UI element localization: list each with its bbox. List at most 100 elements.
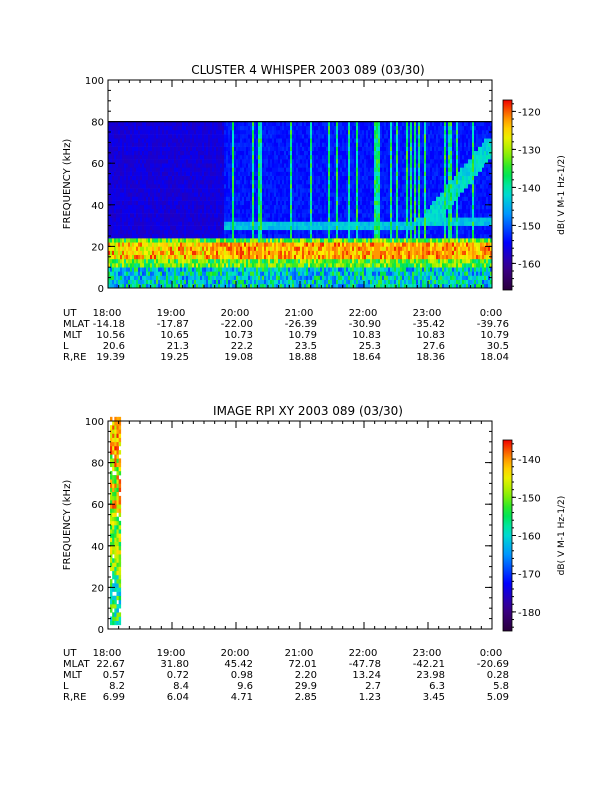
spectrogram-cell bbox=[130, 254, 133, 260]
spectrogram-cell bbox=[134, 175, 137, 181]
spectrogram-cell bbox=[192, 246, 195, 251]
spectrogram-cell bbox=[176, 167, 179, 172]
spectrogram-cell bbox=[212, 263, 215, 268]
spectrogram-cell bbox=[118, 263, 121, 268]
spectrogram-cell bbox=[280, 204, 283, 210]
spectrogram-cell bbox=[244, 150, 247, 156]
spectrogram-cell bbox=[222, 184, 225, 189]
spectrogram-cell bbox=[226, 150, 229, 156]
spectrogram-cell bbox=[348, 200, 351, 206]
spectrogram-cell bbox=[354, 254, 357, 260]
spectrogram-cell bbox=[196, 179, 199, 185]
spectrogram-cell bbox=[284, 134, 287, 139]
spectrogram-cell bbox=[274, 275, 277, 280]
spectrogram-cell bbox=[316, 167, 319, 172]
spectrogram-cell bbox=[224, 154, 227, 160]
spectrogram bbox=[108, 120, 493, 289]
spectrogram-cell bbox=[122, 208, 125, 214]
spectrogram-cell bbox=[264, 171, 267, 176]
spectrogram-cell bbox=[166, 184, 169, 189]
spectrogram-cell bbox=[190, 171, 193, 176]
spectrogram-cell bbox=[322, 159, 325, 164]
spectrogram-cell bbox=[184, 225, 187, 231]
spectrogram-cell bbox=[242, 267, 245, 272]
spectrogram-cell bbox=[180, 267, 183, 272]
spectrogram-cell bbox=[216, 225, 219, 231]
spectrogram-cell bbox=[240, 154, 243, 160]
spectrogram-cell bbox=[110, 125, 113, 131]
spectrogram-cell bbox=[236, 154, 239, 160]
spectrogram-cell bbox=[164, 138, 167, 143]
spectrogram-cell bbox=[116, 121, 119, 127]
spectrogram-cell bbox=[108, 134, 111, 139]
spectrogram-cell bbox=[204, 283, 207, 289]
spectrogram-cell bbox=[196, 138, 199, 143]
spectrogram-cell bbox=[238, 242, 241, 247]
spectrogram-cell bbox=[232, 121, 235, 127]
spectrogram-cell bbox=[188, 138, 191, 143]
spectrogram-cell bbox=[284, 271, 287, 276]
spectrogram-cell bbox=[252, 271, 255, 276]
spectrogram-cell bbox=[304, 200, 307, 206]
spectrogram-cell bbox=[140, 267, 143, 272]
spectrogram-cell bbox=[338, 208, 341, 214]
spectrogram-cell bbox=[212, 142, 215, 147]
spectrogram-cell bbox=[152, 159, 155, 164]
spectrogram-cell bbox=[290, 233, 293, 239]
spectrogram-cell bbox=[192, 208, 195, 214]
spectrogram-cell bbox=[298, 233, 301, 239]
spectrogram-cell bbox=[152, 175, 155, 181]
spectrogram-cell bbox=[204, 129, 207, 135]
spectrogram-cell bbox=[188, 275, 191, 280]
spectrogram-cell bbox=[140, 242, 143, 247]
spectrogram-cell bbox=[240, 283, 243, 289]
spectrogram-cell bbox=[148, 179, 151, 185]
spectrogram-cell bbox=[274, 279, 277, 285]
spectrogram-cell bbox=[150, 192, 153, 197]
spectrogram-cell bbox=[228, 225, 231, 231]
spectrogram-cell bbox=[186, 146, 189, 152]
spectrogram-cell bbox=[304, 125, 307, 131]
spectrogram-cell bbox=[204, 200, 207, 206]
spectrogram-cell bbox=[284, 184, 287, 189]
spectrogram-cell bbox=[152, 146, 155, 152]
spectrogram-cell bbox=[214, 258, 217, 264]
spectrogram-cell bbox=[118, 221, 121, 226]
spectrogram-cell bbox=[144, 229, 147, 235]
spectrogram-cell bbox=[174, 246, 177, 251]
spectrogram-cell bbox=[330, 267, 333, 272]
spectrogram-cell bbox=[118, 125, 121, 131]
spectrogram-cell bbox=[164, 121, 167, 127]
spectrogram-cell bbox=[258, 221, 261, 226]
spectrogram-cell bbox=[216, 267, 219, 272]
spectrogram-cell bbox=[344, 125, 347, 131]
spectrogram-cell bbox=[232, 159, 235, 164]
spectrogram-cell bbox=[270, 129, 273, 135]
spectrogram-cell bbox=[294, 142, 297, 147]
spectrogram-cell bbox=[324, 121, 327, 127]
spectrogram-cell bbox=[206, 263, 209, 268]
panel-title: CLUSTER 4 WHISPER 2003 089 (03/30) bbox=[191, 63, 424, 77]
spectrogram-cell bbox=[140, 121, 143, 127]
spectrogram-cell bbox=[280, 163, 283, 168]
spectrogram-cell bbox=[202, 267, 205, 272]
spectrogram-cell bbox=[240, 150, 243, 156]
spectrogram-cell bbox=[182, 188, 185, 193]
spectrogram-cell bbox=[258, 204, 261, 210]
spectrogram-cell bbox=[314, 121, 317, 127]
spectrogram-cell bbox=[284, 192, 287, 197]
spectrogram-cell bbox=[332, 283, 335, 289]
spectrogram-cell bbox=[294, 167, 297, 172]
spectrogram-cell bbox=[256, 129, 259, 135]
spectrogram-cell bbox=[318, 184, 321, 189]
spectrogram-cell bbox=[230, 250, 233, 256]
spectrogram-cell bbox=[266, 150, 269, 156]
spectrogram-cell bbox=[150, 250, 153, 256]
spectrogram-cell bbox=[250, 121, 253, 127]
spectrogram-cell bbox=[218, 184, 221, 189]
spectrogram-cell bbox=[334, 159, 337, 164]
spectrogram-cell bbox=[312, 125, 315, 131]
spectrogram-cell bbox=[244, 159, 247, 164]
spectrogram-cell bbox=[236, 242, 239, 247]
spectrogram-cell bbox=[148, 188, 151, 193]
